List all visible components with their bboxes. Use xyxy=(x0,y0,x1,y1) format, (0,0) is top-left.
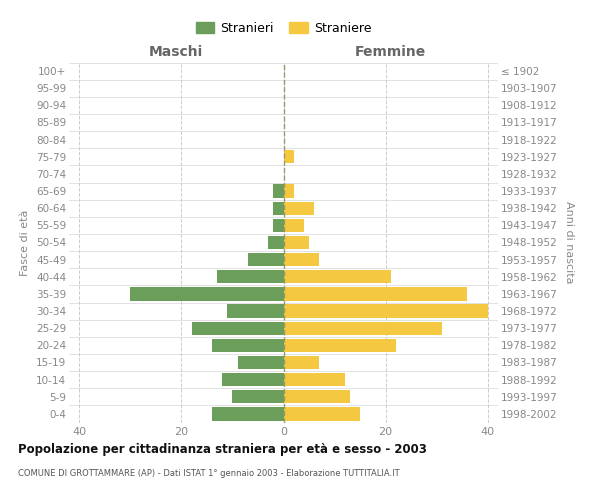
Bar xyxy=(284,218,304,232)
Bar xyxy=(217,270,284,283)
Y-axis label: Fasce di età: Fasce di età xyxy=(20,210,31,276)
Bar xyxy=(284,184,294,198)
Bar xyxy=(284,390,350,404)
Bar xyxy=(273,184,284,198)
Bar xyxy=(284,338,396,352)
Bar xyxy=(284,373,345,386)
Bar xyxy=(284,202,314,215)
Bar xyxy=(284,270,391,283)
Bar xyxy=(284,407,360,420)
Text: Maschi: Maschi xyxy=(149,45,203,59)
Legend: Stranieri, Straniere: Stranieri, Straniere xyxy=(191,16,377,40)
Y-axis label: Anni di nascita: Anni di nascita xyxy=(564,201,574,284)
Bar xyxy=(232,390,284,404)
Bar xyxy=(284,322,442,335)
Text: COMUNE DI GROTTAMMARE (AP) - Dati ISTAT 1° gennaio 2003 - Elaborazione TUTTITALI: COMUNE DI GROTTAMMARE (AP) - Dati ISTAT … xyxy=(18,469,400,478)
Bar xyxy=(227,304,284,318)
Bar xyxy=(284,150,294,164)
Bar xyxy=(222,373,284,386)
Bar xyxy=(284,304,488,318)
Bar xyxy=(273,218,284,232)
Bar xyxy=(284,236,309,249)
Bar xyxy=(191,322,284,335)
Bar xyxy=(212,338,284,352)
Bar xyxy=(238,356,284,369)
Bar xyxy=(248,253,284,266)
Bar xyxy=(284,356,319,369)
Bar xyxy=(284,287,467,300)
Bar xyxy=(212,407,284,420)
Bar xyxy=(130,287,284,300)
Bar xyxy=(273,202,284,215)
Bar xyxy=(268,236,284,249)
Bar xyxy=(284,253,319,266)
Text: Popolazione per cittadinanza straniera per età e sesso - 2003: Popolazione per cittadinanza straniera p… xyxy=(18,442,427,456)
Text: Femmine: Femmine xyxy=(355,45,427,59)
